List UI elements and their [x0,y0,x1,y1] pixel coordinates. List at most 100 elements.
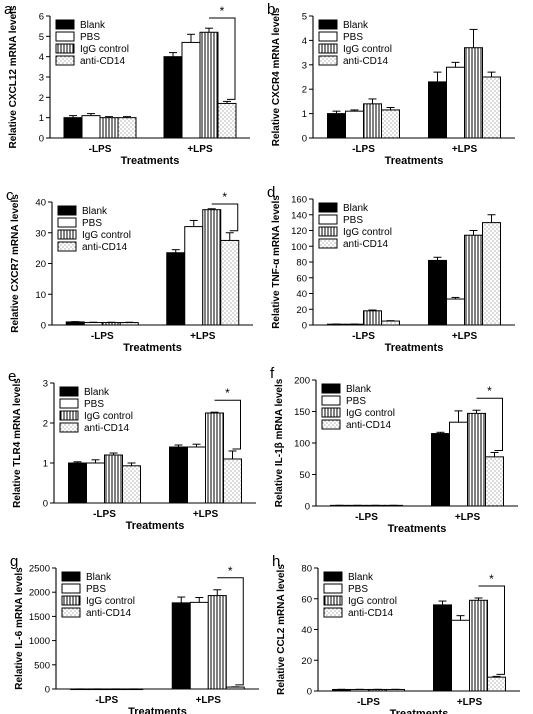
y-axis-title: Relative CXCR4 mRNA levels [271,7,282,146]
x-tick-label: +LPS [196,695,222,706]
bar [428,259,447,326]
legend-swatch [59,398,79,409]
legend-swatch [61,571,81,582]
y-tick-label: 100 [291,242,307,253]
legend-label: anti-CD14 [346,420,391,431]
legend-label: IgG control [84,411,133,422]
y-axis-title: Relative TNF-α mRNA levels [271,195,282,329]
bar [433,604,452,692]
y-tick-label: 3 [43,379,48,390]
significance-star: * [222,190,227,204]
y-tick-label: 160 [291,195,307,206]
x-tick-label: -LPS [352,144,375,155]
legend-swatch [318,31,338,42]
bar [171,602,191,690]
y-tick-label: 20 [301,656,312,667]
bar [381,109,400,139]
panel-f: f 0 50 100 150 200 Relative IL-1β mRNA levels -… [270,365,518,535]
legend-label: Blank [84,387,110,398]
y-tick-label: 80 [296,258,307,269]
x-tick-label: +LPS [455,512,481,523]
legend-label: PBS [86,584,106,595]
legend-swatch [321,383,341,394]
legend-swatch [318,226,338,237]
x-tick-label: -LPS [352,331,375,342]
y-tick-label: 1 [302,109,307,120]
bar [104,454,123,504]
y-tick-label: 3 [39,73,44,84]
bar [83,322,103,326]
legend-label: anti-CD14 [348,608,393,619]
legend-swatch [55,19,75,30]
panel-g: g 0 500 1000 1500 2000 2500 Relative IL-6 mRNA … [10,553,259,714]
legend-swatch [57,241,77,252]
legend-label: Blank [343,203,369,214]
bar [217,102,237,139]
x-tick-label: +LPS [190,331,216,342]
bar [220,239,240,326]
legend-swatch [318,19,338,30]
legend-swatch [321,407,341,418]
legend-swatch [59,386,79,397]
legend-swatch [323,595,343,606]
panel-letter: a [4,1,13,18]
bar [449,421,468,507]
y-tick-label: 40 [296,289,307,300]
x-tick-label: +LPS [457,697,483,708]
bar [363,310,382,326]
legend-swatch [57,229,77,240]
bar [199,31,219,139]
y-tick-label: 2500 [29,564,50,575]
significance-star: * [487,384,492,398]
y-axis-title: Relative CXCR7 mRNA levels [10,194,21,333]
legend-swatch [55,31,75,42]
legend-label: Blank [80,20,106,31]
x-axis-title: Treatments [121,155,180,167]
legend-swatch [57,205,77,216]
bar [428,81,447,139]
legend-label: anti-CD14 [84,423,129,434]
bar [189,601,209,690]
legend-swatch [61,583,81,594]
significance-bracket [214,399,241,450]
y-tick-label: 6 [39,12,44,23]
panel-letter: e [8,368,16,385]
legend-swatch [318,214,338,225]
bar [225,686,245,690]
legend-swatch [61,607,81,618]
bar [117,117,137,139]
legend-label: PBS [343,32,363,43]
y-tick-label: 2000 [29,588,50,599]
x-tick-label: -LPS [357,697,380,708]
x-tick-label: +LPS [187,144,213,155]
y-tick-label: 1000 [29,636,50,647]
x-axis-title: Treatments [385,342,444,354]
legend-label: PBS [343,215,363,226]
legend-label: Blank [82,206,108,217]
x-tick-label: -LPS [91,331,114,342]
panel-letter: h [272,553,280,570]
y-tick-label: 60 [301,594,312,605]
y-tick-label: 0 [43,499,48,510]
legend-swatch [323,571,343,582]
x-axis-title: Treatments [385,155,444,167]
y-tick-label: 60 [296,273,307,284]
legend-swatch [57,217,77,228]
legend-swatch [55,55,75,66]
legend-label: IgG control [343,44,392,55]
panel-d: d 0 20 40 60 80 100 120 140 160 Relative TNF-α mRN… [267,184,515,354]
legend-swatch [55,43,75,54]
legend-swatch [318,238,338,249]
y-tick-label: 1 [43,459,48,470]
legend-label: anti-CD14 [82,242,127,253]
bar [482,76,501,139]
bar [187,446,206,504]
significance-star: * [489,572,494,586]
legend-label: IgG control [82,230,131,241]
significance-bracket [476,397,503,451]
y-tick-label: 50 [299,470,310,481]
bar [99,117,119,139]
x-axis-title: Treatments [126,520,185,532]
bar [205,412,224,504]
bar [464,47,483,139]
